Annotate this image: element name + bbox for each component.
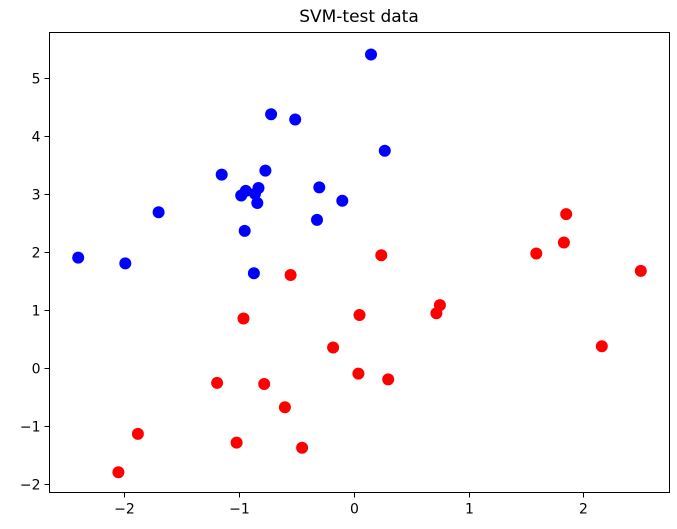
y-tick-label: −1 [20,420,41,436]
scatter-point-s1-3 [230,436,243,449]
scatter-point-s0-16 [336,194,349,207]
scatter-point-s0-6 [238,224,251,237]
points-layer [72,48,647,479]
scatter-point-s1-7 [284,269,297,281]
scatter-point-s1-12 [375,249,388,262]
y-tick-label: 1 [32,304,41,320]
scatter-point-s0-2 [152,206,165,219]
scatter-point-s1-15 [433,299,446,312]
scatter-point-s1-2 [211,376,224,389]
scatter-point-s0-13 [289,113,302,126]
scatter-point-s0-9 [251,197,264,209]
y-axis: −2 −1 0 1 2 3 4 5 [20,72,50,494]
x-tick-label: 2 [579,502,588,518]
scatter-point-s1-5 [258,378,271,390]
y-tick-label: 2 [32,246,41,262]
scatter-point-s0-1 [119,257,132,270]
x-axis: −2 −1 0 1 2 [114,492,588,518]
scatter-point-s0-15 [311,213,323,226]
scatter-point-s0-14 [313,181,326,194]
chart-title: SVM-test data [299,7,419,27]
scatter-point-s1-10 [352,367,365,380]
scatter-point-s1-18 [560,208,573,221]
y-tick-label: 4 [32,130,41,146]
plot-frame [49,32,670,493]
scatter-point-s1-11 [353,309,366,321]
scatter-point-s1-17 [557,236,570,249]
scatter-point-s1-8 [296,441,309,454]
scatter-point-s1-20 [634,264,647,277]
x-tick-label: 1 [465,502,474,518]
scatter-point-s0-18 [378,144,391,157]
scatter-point-s1-1 [131,427,144,440]
scatter-point-s0-10 [259,164,272,177]
scatter-point-s0-8 [252,182,265,194]
x-tick-label: −1 [229,502,250,518]
scatter-point-s1-19 [595,340,608,353]
scatter-point-s1-13 [382,373,395,386]
scatter-point-s1-16 [530,247,543,260]
scatter-point-s0-3 [215,168,228,181]
x-tick-label: 0 [350,502,359,518]
scatter-point-s1-6 [278,401,291,414]
scatter-point-s1-9 [327,341,340,354]
y-tick-label: 5 [32,72,41,88]
y-tick-label: −2 [20,478,41,494]
scatter-point-s0-0 [72,251,85,264]
scatter-point-s0-17 [365,48,377,61]
scatter-point-s1-0 [112,466,125,479]
x-tick-label: −2 [114,502,135,518]
y-tick-label: 0 [32,362,41,378]
scatter-point-s0-5 [239,184,252,197]
scatter-point-s0-12 [265,108,278,121]
scatter-point-s1-4 [237,312,250,325]
scatter-point-s0-11 [247,267,260,280]
y-tick-label: 3 [32,188,41,204]
